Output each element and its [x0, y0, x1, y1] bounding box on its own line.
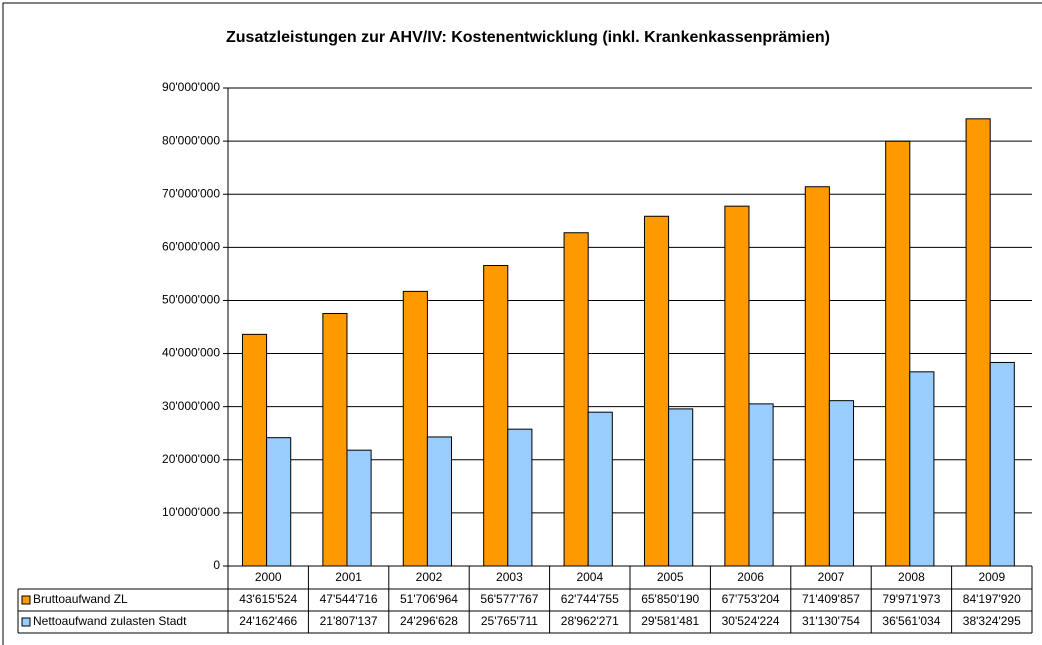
data-label: 71'409'857: [802, 592, 860, 606]
x-tick-label: 2001: [335, 570, 362, 584]
legend-swatch: [21, 617, 31, 627]
bar: [241, 333, 268, 567]
bar: [266, 437, 292, 567]
data-label: 25'765'711: [481, 614, 538, 628]
data-label: 28'962'271: [561, 614, 619, 628]
bar: [885, 140, 911, 567]
bar: [989, 361, 1015, 567]
y-tick-label: 0: [213, 558, 220, 572]
bar: [402, 290, 428, 567]
data-label: 79'971'973: [882, 592, 940, 606]
bar: [426, 436, 453, 567]
y-tick-label: 50'000'000: [162, 293, 220, 307]
x-tick-label: 2007: [818, 570, 845, 584]
x-tick-label: 2008: [898, 570, 925, 584]
bar: [507, 428, 533, 567]
x-tick-label: 2006: [737, 570, 764, 584]
y-tick-label: 70'000'000: [162, 186, 220, 200]
bar: [804, 186, 830, 567]
data-label: 65'850'190: [641, 592, 699, 606]
data-label: 36'561'034: [882, 614, 940, 628]
bar: [483, 265, 509, 567]
data-label: 24'296'628: [400, 614, 458, 628]
data-label: 43'615'524: [239, 592, 297, 606]
y-tick-label: 20'000'000: [162, 452, 220, 466]
legend-label: Bruttoaufwand ZL: [33, 592, 128, 606]
bar: [828, 400, 855, 567]
y-tick-label: 60'000'000: [162, 240, 220, 254]
y-tick-label: 80'000'000: [162, 133, 220, 147]
data-label: 67'753'204: [722, 592, 780, 606]
x-tick-label: 2009: [978, 570, 1005, 584]
data-label: 56'577'767: [480, 592, 538, 606]
bar: [643, 215, 670, 567]
y-tick-label: 30'000'000: [162, 399, 220, 413]
bar: [909, 371, 935, 567]
data-label: 62'744'755: [561, 592, 619, 606]
y-tick-label: 10'000'000: [162, 505, 220, 519]
data-label: 31'130'754: [802, 614, 860, 628]
bar: [724, 205, 750, 567]
legend-label: Nettoaufwand zulasten Stadt: [33, 614, 187, 628]
x-tick-label: 2005: [657, 570, 684, 584]
data-label: 21'807'137: [320, 614, 378, 628]
data-label: 30'524'224: [722, 614, 780, 628]
data-label: 51'706'964: [400, 592, 458, 606]
x-tick-label: 2000: [255, 570, 282, 584]
chart-title: Zusatzleistungen zur AHV/IV: Kostenentwi…: [226, 29, 830, 46]
y-tick-label: 90'000'000: [162, 80, 220, 94]
x-tick-label: 2004: [576, 570, 603, 584]
bar: [587, 411, 613, 567]
bar: [346, 449, 372, 567]
legend-swatch: [21, 595, 31, 605]
bar: [668, 408, 694, 567]
data-label: 47'544'716: [320, 592, 378, 606]
y-tick-label: 40'000'000: [162, 346, 220, 360]
bar: [748, 403, 774, 567]
x-tick-label: 2002: [416, 570, 443, 584]
data-label: 29'581'481: [641, 614, 699, 628]
bar: [322, 312, 348, 567]
bar: [965, 118, 991, 567]
data-label: 38'324'295: [963, 614, 1021, 628]
x-tick-label: 2003: [496, 570, 523, 584]
data-label: 24'162'466: [239, 614, 297, 628]
data-label: 84'197'920: [963, 592, 1021, 606]
bar: [563, 232, 589, 567]
